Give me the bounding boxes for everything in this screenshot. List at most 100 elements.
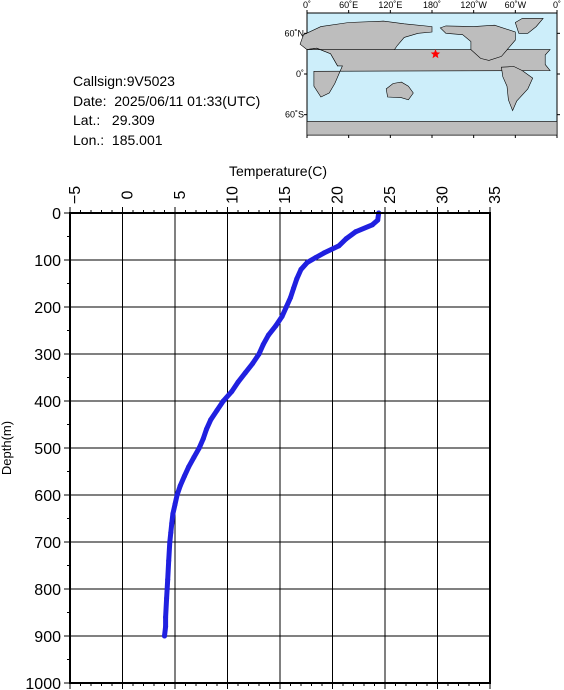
y-tick-label: 600 [34,488,61,505]
y-tick-label: 800 [34,582,61,599]
map-longitude-label: 60˚W [505,0,527,10]
lat-row: Lat.: 29.309 [73,111,260,131]
data-point [279,313,285,319]
star-icon [430,49,441,59]
data-point [288,295,293,301]
x-tick-label: 0 [120,190,137,199]
data-point [250,360,256,366]
data-point [196,445,202,451]
x-tick-label: 20 [330,186,347,204]
data-point [170,511,176,517]
data-point [164,595,170,601]
data-point [291,285,297,291]
data-point [321,250,327,256]
data-point [298,266,304,272]
y-tick-label: 500 [34,441,61,458]
map-latitude-label: 60˚S [285,110,304,120]
callsign-label: Callsign: [73,73,127,89]
data-point [200,436,206,442]
y-tick-label: 200 [34,300,61,317]
y-axis-label: Depth(m) [0,421,14,475]
data-point [336,243,342,249]
map-longitude-label: 180˚ [423,0,441,10]
y-tick-label: 100 [34,253,61,270]
data-point [304,259,310,265]
map-land [299,18,558,136]
x-tick-labels: −5 0 5 10 15 20 25 30 35 [67,186,504,204]
data-point [165,577,171,583]
map-longitude-label: 120˚E [378,0,402,10]
y-tick-label: 300 [34,347,61,364]
date-value: 2025/06/11 01:33(UTC) [114,92,261,109]
continent-shape [439,24,516,61]
map-longitude-labels: 0˚ 60˚E 120˚E 180˚ 120˚W 60˚W 0˚ [303,0,561,10]
map-longitude-label: 0˚ [553,0,561,10]
x-tick-label: −5 [67,186,84,204]
callsign-row: Callsign:9V5023 [73,72,260,92]
data-point [229,389,235,395]
data-point [343,236,349,242]
data-point [204,426,209,432]
data-point [208,417,214,423]
continent-shape [385,81,414,101]
station-info: Callsign:9V5023 Date: 2025/06/11 01:33(U… [73,72,260,150]
y-tick-label: 0 [52,206,61,223]
data-point [181,473,187,479]
x-tick-label: 30 [435,186,452,204]
data-point [174,492,180,498]
map-latitude-labels: 60˚N 0˚ 60˚S [284,28,304,119]
data-point [167,539,173,545]
continent-shape [501,66,534,112]
data-point [273,323,279,329]
data-point [375,217,381,223]
data-point [260,342,266,348]
data-point [256,351,262,357]
x-tick-label: 5 [172,190,189,199]
map-longitude-label: 60˚E [339,0,358,10]
data-point [162,633,167,639]
callsign-value: 9V5023 [126,73,175,89]
x-axis-label: Temperature(C) [229,163,327,179]
series-group [162,210,382,639]
y-tick-label: 400 [34,394,61,411]
x-tick-label: 25 [382,186,399,204]
y-tick-labels: 0 100 200 300 400 500 600 700 800 900 1000 [25,206,61,690]
data-point [172,501,178,507]
map-longitude-label: 0˚ [303,0,311,10]
lon-value: 185.001 [111,131,163,148]
data-point [168,530,174,536]
y-tick-label: 700 [34,535,61,552]
plot-border [69,212,491,684]
lon-label: Lon.: [73,131,105,148]
world-map: 0˚ 60˚E 120˚E 180˚ 120˚W 60˚W 0˚ 60˚N 0˚ 60˚S [284,0,561,138]
data-point [283,304,289,310]
data-point [166,558,172,564]
y-tick-label: 1000 [25,676,61,690]
date-row: Date: 2025/06/11 01:33(UTC) [73,92,260,112]
y-tick-label: 900 [34,629,61,646]
data-point [265,332,271,338]
data-point [242,370,248,376]
data-point [186,464,192,470]
map-longitude-label: 120˚W [460,0,487,10]
x-tick-label: 15 [277,186,294,204]
data-point [163,614,169,620]
data-point [369,222,375,228]
data-point [294,276,300,282]
data-point [214,407,220,413]
data-point [191,454,197,460]
x-tick-label: 10 [225,186,242,204]
map-latitude-label: 60˚N [284,28,304,38]
data-point [169,520,175,526]
date-label: Date: [73,92,107,109]
data-point [163,624,169,630]
data-point [220,398,226,404]
continent-shape [514,18,544,34]
map-ticks [304,10,560,138]
data-point [313,255,319,261]
data-point [177,483,183,489]
x-tick-label: 35 [487,186,504,204]
data-point [353,229,359,235]
lat-label: Lat.: [73,112,101,129]
